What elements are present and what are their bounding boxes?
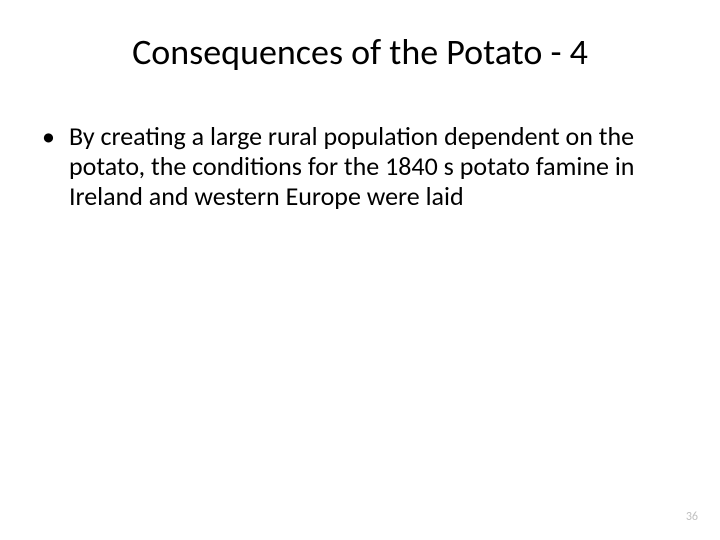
bullet-text: By creating a large rural population dep… (69, 122, 660, 212)
bullet-item: • By creating a large rural population d… (38, 122, 660, 212)
slide-title: Consequences of the Potato - 4 (0, 0, 720, 74)
bullet-marker: • (42, 122, 55, 152)
content-area: • By creating a large rural population d… (0, 74, 720, 212)
page-number: 36 (686, 510, 698, 524)
